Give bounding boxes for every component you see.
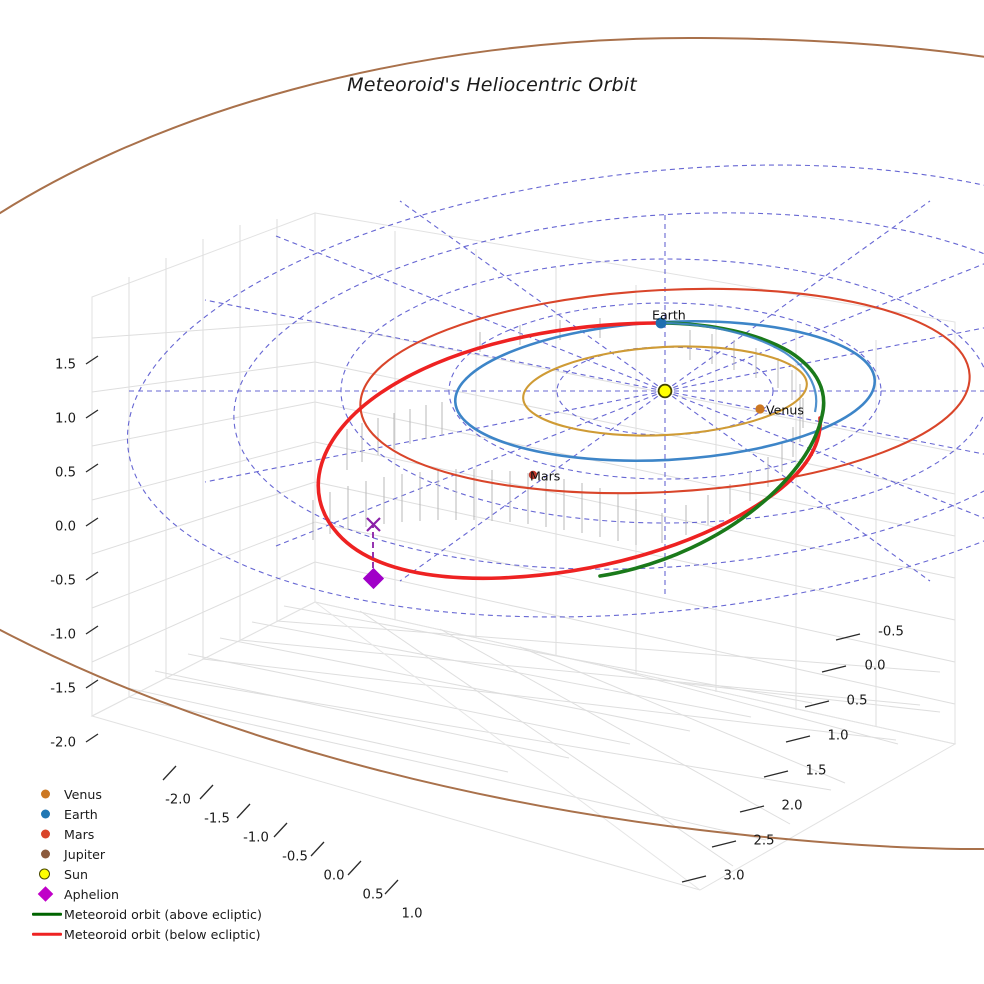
orbit-drop-stems bbox=[312, 318, 804, 545]
meteoroid-orbit-above bbox=[598, 321, 826, 578]
legend-label-venus: Venus bbox=[64, 786, 102, 802]
y-tick-2: 0.5 bbox=[846, 693, 868, 709]
z-tick-1: 1.0 bbox=[55, 411, 76, 427]
y-tick-3: 1.0 bbox=[827, 728, 849, 744]
legend-label-jupiter: Jupiter bbox=[64, 846, 106, 862]
orbit-jupiter bbox=[0, 36, 984, 850]
legend-label-orbit-above: Meteoroid orbit (above ecliptic) bbox=[64, 906, 262, 922]
y-tick-0: -0.5 bbox=[878, 624, 904, 640]
pane-floor bbox=[90, 601, 957, 891]
y-tick-7: 3.0 bbox=[723, 868, 745, 884]
pane-back bbox=[314, 212, 956, 745]
x-tick-4: 0.0 bbox=[323, 868, 345, 884]
z-tick-6: -1.5 bbox=[50, 681, 76, 697]
legend-item-orbit-below[interactable]: Meteoroid orbit (below ecliptic) bbox=[30, 924, 300, 944]
x-tick-2: -1.0 bbox=[243, 830, 269, 846]
x-tick-3: -0.5 bbox=[282, 849, 308, 865]
mars-marker-icon bbox=[30, 824, 64, 844]
aphelion-diamond-icon bbox=[30, 884, 64, 904]
z-tick-4: -0.5 bbox=[50, 573, 76, 589]
legend-item-venus[interactable]: Venus bbox=[30, 784, 300, 804]
z-tick-7: -2.0 bbox=[50, 735, 76, 751]
legend: Venus Earth Mars Jupiter Sun Aphelion Me… bbox=[30, 784, 300, 944]
orbit-mars bbox=[359, 287, 971, 495]
venus-marker bbox=[755, 404, 765, 414]
z-tick-3: 0.0 bbox=[55, 519, 76, 535]
label-mars: Mars bbox=[530, 468, 561, 484]
meteoroid-orbit-node-tint bbox=[659, 321, 818, 413]
aphelion-marker-group bbox=[362, 517, 385, 590]
legend-label-aphelion: Aphelion bbox=[64, 886, 120, 902]
label-venus: Venus bbox=[766, 402, 804, 418]
z-tick-5: -1.0 bbox=[50, 627, 76, 643]
legend-label-sun: Sun bbox=[64, 866, 88, 882]
jupiter-marker-icon bbox=[30, 844, 64, 864]
x-tick-6: 1.0 bbox=[401, 906, 423, 922]
aphelion-projection-x bbox=[366, 517, 381, 532]
legend-item-aphelion[interactable]: Aphelion bbox=[30, 884, 300, 904]
z-tick-0: 1.5 bbox=[55, 357, 76, 373]
axes3d-panes bbox=[90, 212, 957, 891]
orbit-above-line-icon bbox=[30, 904, 64, 924]
legend-label-mars: Mars bbox=[64, 826, 95, 842]
axis-tick-marks bbox=[85, 355, 861, 895]
legend-item-orbit-above[interactable]: Meteoroid orbit (above ecliptic) bbox=[30, 904, 300, 924]
legend-item-earth[interactable]: Earth bbox=[30, 804, 300, 824]
legend-item-mars[interactable]: Mars bbox=[30, 824, 300, 844]
legend-item-jupiter[interactable]: Jupiter bbox=[30, 844, 300, 864]
label-earth: Earth bbox=[652, 307, 686, 323]
legend-label-earth: Earth bbox=[64, 806, 98, 822]
earth-marker-icon bbox=[30, 804, 64, 824]
x-tick-1: -1.5 bbox=[204, 811, 230, 827]
aphelion-diamond bbox=[362, 567, 385, 590]
earth-marker bbox=[655, 317, 667, 329]
mars-marker bbox=[528, 470, 538, 480]
y-tick-5: 2.0 bbox=[781, 798, 803, 814]
ecliptic-polar-grid bbox=[125, 164, 984, 618]
orbit-venus bbox=[522, 345, 808, 437]
legend-label-orbit-below: Meteoroid orbit (below ecliptic) bbox=[64, 926, 261, 942]
venus-marker-icon bbox=[30, 784, 64, 804]
y-tick-6: 2.5 bbox=[753, 833, 775, 849]
orbit-below-line-icon bbox=[30, 924, 64, 944]
z-tick-2: 0.5 bbox=[55, 465, 76, 481]
x-tick-5: 0.5 bbox=[362, 887, 384, 903]
sun-marker-icon bbox=[30, 864, 64, 884]
sun-marker bbox=[657, 383, 673, 399]
y-tick-4: 1.5 bbox=[805, 763, 827, 779]
x-tick-0: -2.0 bbox=[165, 792, 191, 808]
orbit-earth bbox=[453, 320, 877, 462]
pane-left bbox=[91, 212, 316, 717]
legend-item-sun[interactable]: Sun bbox=[30, 864, 300, 884]
y-tick-1: 0.0 bbox=[864, 658, 886, 674]
chart-title: Meteoroid's Heliocentric Orbit bbox=[347, 74, 637, 96]
